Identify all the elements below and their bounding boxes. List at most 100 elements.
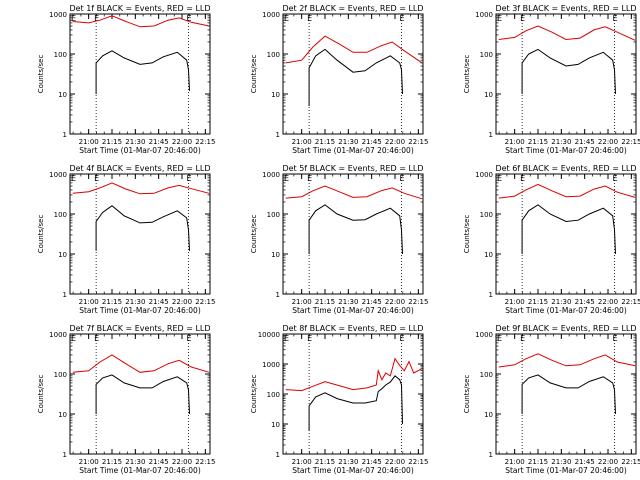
y-tick-label: 100 bbox=[267, 51, 280, 59]
panel-6: Det 6f BLACK = Events, RED = LLD 1 10 100 10… bbox=[463, 164, 640, 315]
y-tick-label: 1 bbox=[63, 451, 67, 459]
boundary-marker-label: E bbox=[307, 14, 312, 23]
x-tick-label: 21:15 bbox=[315, 458, 335, 466]
boundary-marker-label: E bbox=[400, 334, 405, 343]
x-tick-label: 22:15 bbox=[621, 458, 640, 466]
panel-title: Det 4f BLACK = Events, RED = LLD bbox=[69, 164, 210, 173]
y-tick-label: 10 bbox=[484, 251, 493, 259]
y-axis-label: Counts/sec bbox=[250, 375, 258, 414]
x-tick-label: 21:45 bbox=[149, 298, 169, 306]
events-series-line bbox=[521, 374, 616, 415]
x-axis-label: Start Time (01-Mar-07 20:46:00) bbox=[79, 466, 201, 475]
x-tick-label: 22:15 bbox=[408, 138, 428, 146]
boundary-marker-label: E bbox=[71, 14, 76, 23]
y-tick-label: 10 bbox=[484, 411, 493, 419]
x-tick-label: 21:30 bbox=[125, 298, 145, 306]
y-axis-label: Counts/sec bbox=[37, 55, 45, 94]
x-tick-label: 21:15 bbox=[528, 298, 548, 306]
boundary-marker-label: E bbox=[187, 14, 192, 23]
y-tick-label: 100 bbox=[267, 391, 280, 399]
panel-title: Det 1f BLACK = Events, RED = LLD bbox=[69, 4, 210, 13]
plot-frame bbox=[495, 333, 637, 455]
events-series-line bbox=[95, 50, 190, 94]
x-tick-label: 21:30 bbox=[551, 138, 571, 146]
events-series-line bbox=[521, 48, 616, 95]
boundary-marker-label: E bbox=[497, 14, 502, 23]
y-tick-label: 1 bbox=[63, 291, 67, 299]
x-tick-label: 21:00 bbox=[79, 298, 99, 306]
boundary-marker-label: E bbox=[520, 334, 525, 343]
panel-3: Det 3f BLACK = Events, RED = LLD 1 10 100 10… bbox=[463, 4, 640, 155]
panel-title: Det 3f BLACK = Events, RED = LLD bbox=[495, 4, 636, 13]
x-tick-label: 22:00 bbox=[172, 138, 192, 146]
x-tick-label: 21:00 bbox=[505, 138, 525, 146]
y-tick-label: 1000 bbox=[49, 11, 67, 19]
boundary-marker-label: E bbox=[94, 14, 99, 23]
x-tick-label: 21:45 bbox=[362, 138, 382, 146]
boundary-marker-label: E bbox=[71, 174, 76, 183]
x-tick-label: 21:45 bbox=[149, 138, 169, 146]
y-tick-label: 1 bbox=[489, 291, 493, 299]
x-tick-label: 22:15 bbox=[195, 298, 215, 306]
boundary-marker-label: E bbox=[613, 334, 618, 343]
y-tick-label: 10 bbox=[271, 91, 280, 99]
plot-frame bbox=[69, 173, 211, 295]
y-tick-label: 10 bbox=[271, 251, 280, 259]
x-axis-label: Start Time (01-Mar-07 20:46:00) bbox=[79, 306, 201, 315]
x-tick-label: 22:00 bbox=[385, 138, 405, 146]
y-axis-label: Counts/sec bbox=[37, 375, 45, 414]
x-tick-label: 22:00 bbox=[385, 298, 405, 306]
x-tick-label: 22:00 bbox=[598, 138, 618, 146]
events-series-line bbox=[95, 374, 190, 415]
y-tick-label: 1000 bbox=[262, 361, 280, 369]
boundary-marker-label: E bbox=[400, 174, 405, 183]
x-tick-label: 21:30 bbox=[338, 138, 358, 146]
x-tick-label: 21:15 bbox=[528, 458, 548, 466]
x-tick-label: 21:30 bbox=[125, 138, 145, 146]
x-tick-label: 22:15 bbox=[195, 138, 215, 146]
x-tick-label: 22:15 bbox=[408, 458, 428, 466]
x-tick-label: 21:30 bbox=[125, 458, 145, 466]
plot-frame bbox=[495, 13, 637, 135]
x-tick-label: 21:45 bbox=[362, 458, 382, 466]
events-series-line bbox=[521, 204, 616, 255]
panel-9: Det 9f BLACK = Events, RED = LLD 1 10 100 10… bbox=[463, 324, 640, 475]
x-tick-label: 21:15 bbox=[528, 138, 548, 146]
y-tick-label: 1 bbox=[276, 131, 280, 139]
boundary-marker-label: E bbox=[284, 174, 289, 183]
lld-series-line bbox=[285, 357, 423, 392]
x-tick-label: 22:00 bbox=[172, 298, 192, 306]
lld-series-line bbox=[72, 15, 210, 28]
y-tick-label: 100 bbox=[480, 211, 493, 219]
y-tick-label: 10 bbox=[271, 421, 280, 429]
x-tick-label: 21:15 bbox=[102, 298, 122, 306]
boundary-marker-label: E bbox=[284, 14, 289, 23]
x-tick-label: 21:30 bbox=[551, 458, 571, 466]
x-tick-label: 21:15 bbox=[315, 138, 335, 146]
boundary-marker-label: E bbox=[520, 174, 525, 183]
x-tick-label: 21:00 bbox=[505, 458, 525, 466]
panel-title: Det 5f BLACK = Events, RED = LLD bbox=[282, 164, 423, 173]
panel-title: Det 7f BLACK = Events, RED = LLD bbox=[69, 324, 210, 333]
x-tick-label: 21:15 bbox=[102, 458, 122, 466]
plot-frame bbox=[282, 173, 424, 295]
panel-5: Det 5f BLACK = Events, RED = LLD 1 10 100 10… bbox=[250, 164, 428, 315]
x-axis-label: Start Time (01-Mar-07 20:46:00) bbox=[505, 146, 627, 155]
x-tick-label: 21:45 bbox=[362, 298, 382, 306]
y-tick-label: 1000 bbox=[475, 171, 493, 179]
y-tick-label: 1 bbox=[489, 451, 493, 459]
events-series-line bbox=[308, 48, 403, 106]
lld-series-line bbox=[72, 354, 210, 373]
x-tick-label: 21:00 bbox=[292, 138, 312, 146]
y-axis-label: Counts/sec bbox=[463, 55, 471, 94]
lld-series-line bbox=[72, 182, 210, 195]
boundary-marker-label: E bbox=[520, 14, 525, 23]
y-tick-label: 10 bbox=[58, 251, 67, 259]
panel-title: Det 6f BLACK = Events, RED = LLD bbox=[495, 164, 636, 173]
x-tick-label: 21:00 bbox=[79, 138, 99, 146]
x-axis-label: Start Time (01-Mar-07 20:46:00) bbox=[292, 146, 414, 155]
x-tick-label: 21:15 bbox=[315, 298, 335, 306]
y-tick-label: 100 bbox=[54, 211, 67, 219]
x-tick-label: 22:15 bbox=[621, 298, 640, 306]
panel-title: Det 9f BLACK = Events, RED = LLD bbox=[495, 324, 636, 333]
